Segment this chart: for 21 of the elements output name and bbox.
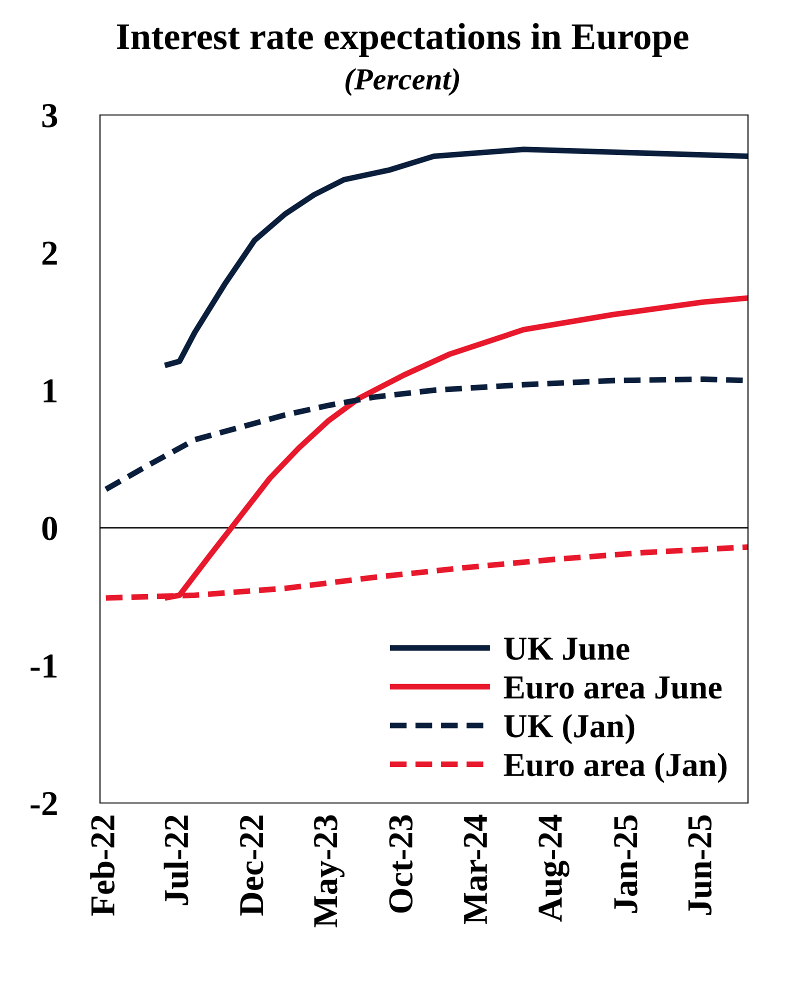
x-tick-label: Mar-24 — [464, 814, 488, 924]
legend-label: UK (Jan) — [504, 714, 634, 744]
y-tick-label: -1 — [30, 654, 57, 678]
y-tick-label: 1 — [44, 379, 57, 402]
chart-title: Interest rate expectations in Europe — [116, 22, 688, 58]
y-tick-label: 2 — [42, 242, 57, 265]
chart-subtitle: (Percent) — [345, 68, 460, 96]
x-tick-label: Aug-24 — [538, 814, 570, 922]
x-tick-label: Jan-25 — [614, 815, 638, 913]
legend-label: UK June — [504, 638, 630, 660]
legend-label: Euro area (Jan) — [504, 752, 727, 783]
x-tick-label: Oct-23 — [389, 815, 413, 913]
x-tick-label: Feb-22 — [90, 816, 115, 916]
legend-label: Euro area June — [504, 676, 722, 699]
x-tick-label: Jul-22 — [164, 816, 188, 906]
x-tick-label: May-23 — [314, 815, 345, 928]
x-tick-label: Jun-25 — [688, 815, 712, 915]
y-tick-label: 0 — [42, 516, 58, 540]
x-tick-label: Dec-22 — [240, 816, 264, 916]
y-tick-label: -2 — [30, 792, 57, 816]
y-tick-label: 3 — [42, 104, 58, 128]
